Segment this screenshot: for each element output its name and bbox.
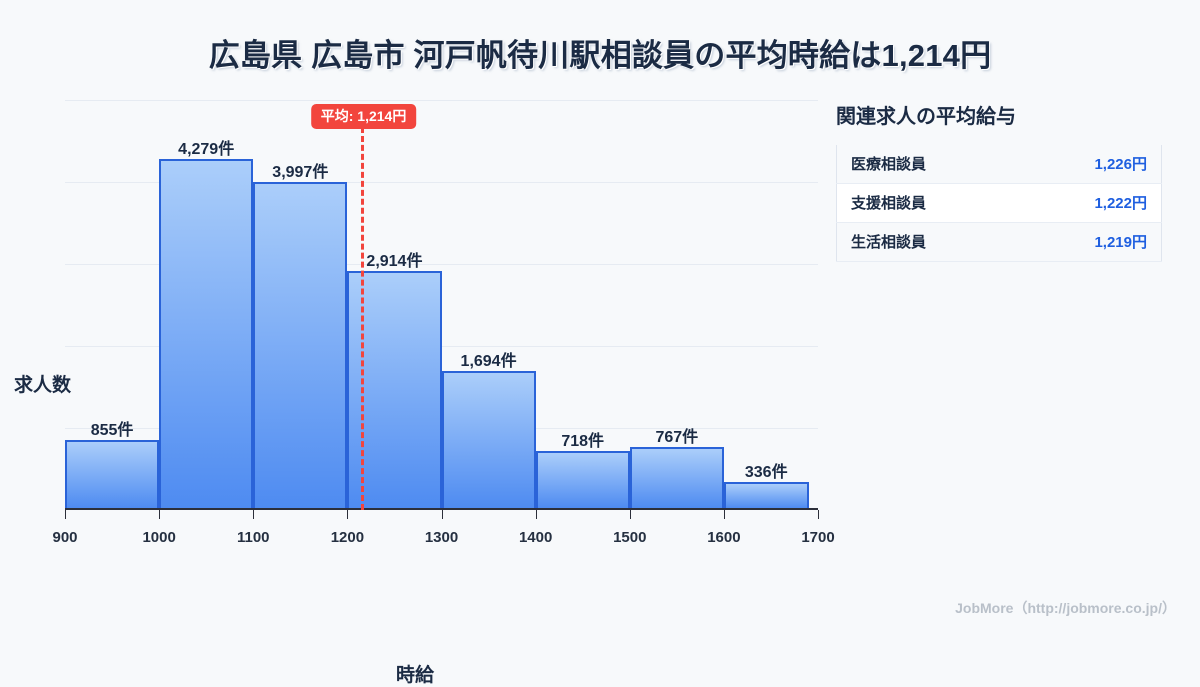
bar-value-label: 336件 <box>744 464 788 482</box>
table-row[interactable]: 医療相談員 1,226円 <box>836 145 1162 184</box>
related-jobs-panel: 関連求人の平均給与 医療相談員 1,226円支援相談員 1,222円生活相談員 1,2… <box>836 100 1166 262</box>
watermark: JobMore（http://jobmore.co.jp/） <box>955 600 1176 616</box>
histogram-bar <box>723 482 809 510</box>
x-tick-label: 1000 <box>142 529 176 546</box>
table-row[interactable]: 生活相談員 1,219円 <box>836 223 1162 262</box>
histogram-bar <box>159 159 254 510</box>
related-job-wage: 1,226円 <box>1094 156 1147 173</box>
average-badge: 平均: 1,214円 <box>310 104 417 130</box>
x-tick <box>347 510 349 519</box>
x-tick-label: 1200 <box>330 529 365 546</box>
x-tick-label: 1700 <box>801 529 835 546</box>
x-tick <box>253 510 255 519</box>
x-axis-title: 時給 <box>395 665 434 686</box>
gridline <box>65 182 818 183</box>
gridline <box>65 100 818 101</box>
page-title: 広島県 広島市 河戸帆待川駅相談員の平均時給は1,214円 <box>208 38 992 73</box>
histogram-bar <box>253 182 348 510</box>
related-job-name: 生活相談員 <box>851 234 927 251</box>
x-tick-label: 1400 <box>518 529 553 546</box>
histogram-bar <box>629 447 724 510</box>
x-tick <box>535 510 537 519</box>
related-jobs-title: 関連求人の平均給与 <box>836 106 1016 128</box>
x-tick <box>723 510 725 519</box>
plot-area: 855件 4,279件 3,997件 2,914件 1,694件 718件 767件 336件… <box>52 100 835 546</box>
bar-value-label: 1,694件 <box>460 353 517 371</box>
related-job-name: 支援相談員 <box>851 195 927 212</box>
average-line: 平均: 1,214円 <box>310 104 417 510</box>
y-axis-title: 求人数 <box>14 375 72 396</box>
x-tick <box>818 510 819 519</box>
histogram-bar <box>441 371 536 510</box>
bar-value-label: 855件 <box>90 421 134 439</box>
related-job-name: 医療相談員 <box>851 156 927 173</box>
bar-value-label: 767件 <box>655 429 699 447</box>
bar-value-label: 718件 <box>561 433 605 451</box>
related-job-wage: 1,219円 <box>1094 234 1147 251</box>
wage-histogram-chart: 求人数 855件 4,279件 3,997件 2,914件 1,694件 718件 767件… <box>0 90 835 686</box>
table-row[interactable]: 支援相談員 1,222円 <box>836 183 1162 223</box>
x-tick <box>441 510 443 519</box>
x-tick-label: 1300 <box>424 529 459 546</box>
x-tick-label: 1500 <box>613 529 647 546</box>
bar-value-label: 2,914件 <box>366 253 423 271</box>
gridline <box>65 264 818 265</box>
x-tick <box>629 510 631 519</box>
x-tick <box>65 510 66 519</box>
related-job-wage: 1,222円 <box>1094 195 1147 212</box>
x-tick <box>159 510 161 519</box>
x-tick-label: 1600 <box>707 529 741 546</box>
bar-value-label: 3,997件 <box>272 164 329 182</box>
x-axis-baseline <box>65 508 818 510</box>
histogram-bar <box>535 451 630 510</box>
related-jobs-table: 医療相談員 1,226円支援相談員 1,222円生活相談員 1,219円 <box>836 145 1162 262</box>
x-tick-label: 900 <box>52 529 78 546</box>
bar-value-label: 4,279件 <box>178 141 235 159</box>
gridline <box>65 346 818 347</box>
histogram-bar <box>65 439 160 510</box>
x-tick-label: 1100 <box>236 529 270 546</box>
